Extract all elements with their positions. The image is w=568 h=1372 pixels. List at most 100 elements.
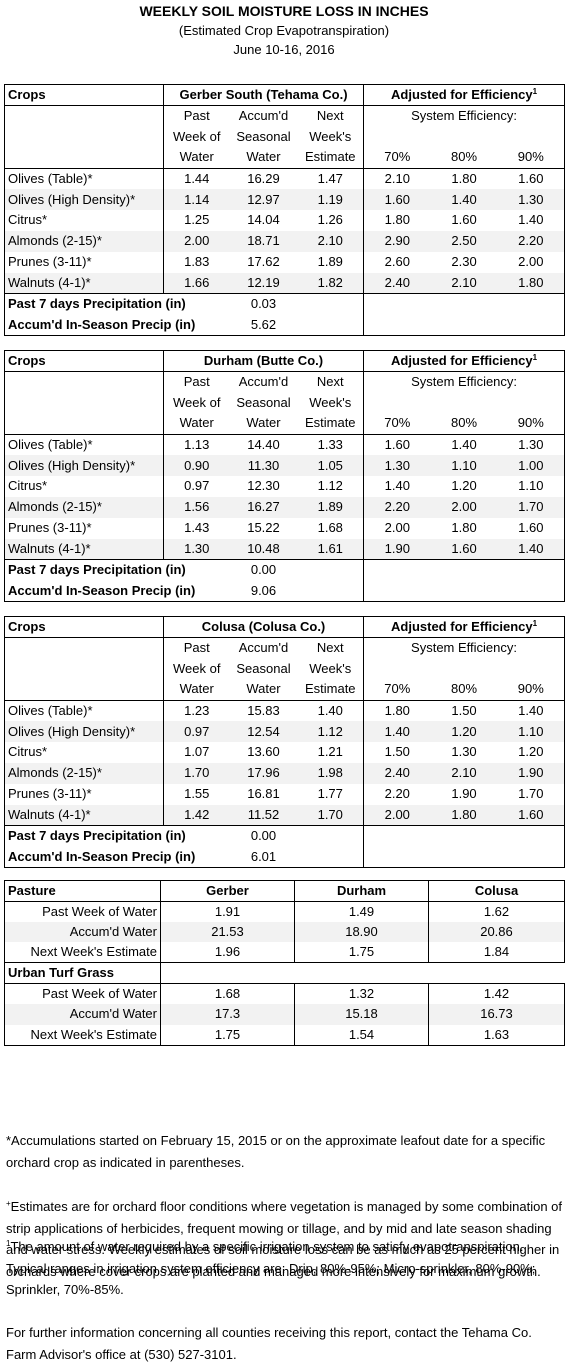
crops-header: Crops <box>4 616 164 638</box>
turf-value: 1.75 <box>160 1024 295 1046</box>
turf-value: 15.18 <box>294 1004 429 1025</box>
turf-row-label: Past Week of Water <box>4 983 161 1005</box>
past-week-value: 1.66 <box>163 272 230 295</box>
next-week-value: 2.10 <box>297 230 364 252</box>
pasture-value: 1.96 <box>160 942 295 964</box>
turf-value: 1.68 <box>160 983 295 1005</box>
next-week-value: 1.12 <box>297 721 364 742</box>
accum-seasonal-value: 12.19 <box>229 272 298 295</box>
turf-value: 1.42 <box>428 983 565 1005</box>
adjusted-header: Adjusted for Efficiency1 <box>363 616 566 638</box>
next-week-value: 1.68 <box>317 520 343 536</box>
footnote-contact-text: For further information concerning all c… <box>6 1325 532 1362</box>
accum-seasonal-value: 12.97 <box>229 189 298 210</box>
crop-row: Olives (Table)* 1.13 14.40 1.33 1.60 1.40 1.30 <box>4 434 566 456</box>
eff-70-value: 1.40 <box>363 721 431 742</box>
col-accum-header: Water <box>229 413 298 435</box>
precip-7day-label: Past 7 days Precipitation (in) <box>4 825 230 847</box>
pasture-header: Pasture <box>4 880 161 902</box>
adjusted-sup: 1 <box>532 619 538 628</box>
adjusted-sup: 1 <box>532 87 538 96</box>
location-header: Durham (Butte Co.) <box>163 350 364 372</box>
eff-70-value: 2.00 <box>363 517 431 539</box>
next-week-value: 1.61 <box>297 538 364 561</box>
eff-70-value: 2.90 <box>363 230 431 252</box>
eff-col-80: 80% <box>430 413 498 435</box>
next-week-value: 1.98 <box>297 762 364 784</box>
crop-name: Walnuts (4-1)* <box>4 804 164 827</box>
location-col-header: Durham <box>294 880 429 902</box>
accum-seasonal-value: 10.48 <box>229 538 298 561</box>
crop-row: Citrus* 1.07 13.60 1.21 1.50 1.30 1.20 <box>4 741 566 763</box>
next-week-value: 1.89 <box>297 496 364 518</box>
accum-seasonal-value: 11.52 <box>229 804 298 827</box>
crop-table-1: Crops Durham (Butte Co.) Adjusted for Effi… <box>4 350 566 602</box>
crop-name: Almonds (2-15)* <box>4 230 164 252</box>
eff-80-value: 2.10 <box>430 762 498 784</box>
precip-7day-value: 0.00 <box>250 562 277 578</box>
accum-seasonal-value: 14.04 <box>247 212 280 228</box>
eff-70-value: 1.60 <box>363 434 431 456</box>
crop-row: Olives (Table)* 1.44 16.29 1.47 2.10 1.80 1.60 <box>4 168 566 190</box>
next-week-value: 1.40 <box>317 702 343 718</box>
report-subtitle: (Estimated Crop Evapotranspiration) <box>178 23 390 38</box>
eff-80-value: 1.50 <box>451 702 477 718</box>
crop-table-2: Crops Colusa (Colusa Co.) Adjusted for Eff… <box>4 616 566 868</box>
eff-80-value: 1.60 <box>451 212 477 228</box>
next-week-value: 1.21 <box>317 744 343 760</box>
footnote-orchard-floor-text: Estimates are for orchard floor conditio… <box>6 1199 563 1279</box>
crop-name: Olives (High Density)* <box>4 455 164 476</box>
crops-header: Crops <box>4 350 164 372</box>
adjusted-label: Adjusted for Efficiency <box>391 87 533 102</box>
col-accum-header: Seasonal <box>236 394 291 410</box>
next-week-value: 1.70 <box>297 804 364 827</box>
adjusted-header: Adjusted for Efficiency1 <box>363 84 566 106</box>
pasture-value: 1.75 <box>294 942 429 964</box>
past-week-value: 1.42 <box>163 804 230 827</box>
precip-season-label: Accum'd In-Season Precip (in) <box>4 580 230 602</box>
precip-7day-value: 0.03 <box>250 296 277 312</box>
crop-name: Citrus* <box>4 209 164 231</box>
past-week-value: 1.55 <box>184 786 210 802</box>
crop-row: Almonds (2-15)* 1.56 16.27 1.89 2.20 2.00 1.70 <box>4 496 566 518</box>
crop-row: Citrus* 0.97 12.30 1.12 1.40 1.20 1.10 <box>4 475 566 497</box>
pasture-value: 1.62 <box>428 901 565 922</box>
col-next-header: Next <box>316 374 344 390</box>
turf-row-label: Next Week's Estimate <box>4 1024 161 1046</box>
accum-seasonal-value: 18.71 <box>229 230 298 252</box>
eff-70-value: 1.90 <box>363 538 431 561</box>
eff-80-value: 1.10 <box>430 455 498 476</box>
eff-90-value: 1.30 <box>497 189 566 210</box>
crop-table-0: Crops Gerber South (Tehama Co.) Adjusted f… <box>4 84 566 336</box>
eff-col-80: 80% <box>430 679 498 701</box>
crop-name: Olives (High Density)* <box>4 189 164 210</box>
past-week-value: 1.70 <box>163 762 230 784</box>
crop-row: Prunes (3-11)* 1.43 15.22 1.68 2.00 1.80 1.60 <box>4 517 566 539</box>
col-accum-header: Seasonal <box>236 128 291 144</box>
crop-row: Olives (High Density)* 0.90 11.30 1.05 1.30 1… <box>4 455 566 476</box>
pasture-row-label: Accum'd Water <box>4 922 161 943</box>
eff-70-value: 2.40 <box>363 272 431 295</box>
pasture-value: 1.84 <box>428 942 565 964</box>
col-accum-header: Accum'd <box>238 640 289 656</box>
pasture-row-label: Next Week's Estimate <box>4 942 161 964</box>
past-week-value: 0.97 <box>184 478 210 494</box>
footnote-efficiency-text: The amount of water required by a specif… <box>6 1239 536 1297</box>
col-past-header: Week of <box>173 660 221 676</box>
next-week-value: 1.82 <box>297 272 364 295</box>
crop-row: Walnuts (4-1)* 1.30 10.48 1.61 1.90 1.60 1.40 <box>4 538 566 561</box>
adjusted-header: Adjusted for Efficiency1 <box>363 350 566 372</box>
adjusted-label: Adjusted for Efficiency <box>391 619 533 634</box>
past-week-value: 1.25 <box>184 212 210 228</box>
turf-row: Accum'd Water 17.3 15.18 16.73 <box>4 1004 565 1025</box>
footnote-contact: For further information concerning all c… <box>6 1322 564 1365</box>
eff-80-value: 1.40 <box>430 189 498 210</box>
accum-seasonal-value: 16.27 <box>229 496 298 518</box>
accum-seasonal-value: 12.30 <box>247 478 280 494</box>
col-past-header: Week of <box>173 128 221 144</box>
past-week-value: 1.44 <box>184 170 210 186</box>
pasture-row-label: Past Week of Water <box>4 901 161 922</box>
eff-80-value: 1.40 <box>451 436 477 452</box>
accum-seasonal-value: 16.81 <box>247 786 280 802</box>
